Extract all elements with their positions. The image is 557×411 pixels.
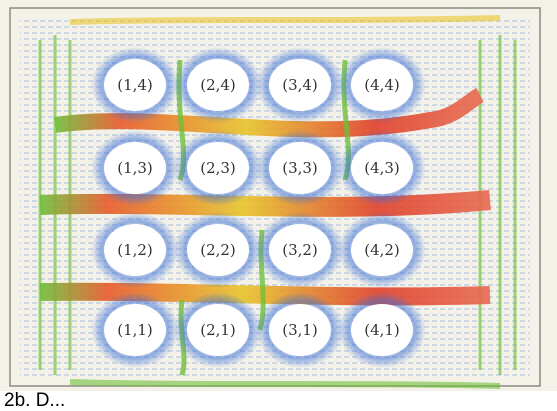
cell-label: (2,1) xyxy=(200,321,236,339)
cell-label: (2,3) xyxy=(200,159,236,177)
band-top xyxy=(69,15,501,25)
cell-label: (3,2) xyxy=(282,241,318,259)
cell-disk xyxy=(187,304,249,356)
cell-label: (4,3) xyxy=(364,159,400,177)
cell-disk xyxy=(351,304,413,356)
cell-disk xyxy=(269,304,331,356)
cell-label: (4,2) xyxy=(364,241,400,259)
cell-grid: (1,4) (2,4) (3,4) (4,4) (1,3) (2,3) (3,3) (4,3)… xyxy=(91,47,426,368)
cell-disk xyxy=(187,224,249,276)
cell-disk xyxy=(104,142,166,194)
cell-label: (3,4) xyxy=(282,76,318,94)
cell-label: (1,1) xyxy=(117,321,153,339)
band-middle-upper xyxy=(39,190,491,217)
cell-disk xyxy=(269,142,331,194)
cell-disk xyxy=(269,59,331,111)
cell-label: (3,1) xyxy=(282,321,318,339)
cell-label: (3,3) xyxy=(282,159,318,177)
cell-label: (4,4) xyxy=(364,76,400,94)
cell-label: (1,2) xyxy=(117,241,153,259)
cell-disk xyxy=(351,224,413,276)
band-middle-lower xyxy=(39,282,491,306)
band-bottom xyxy=(69,379,501,389)
cell-disk xyxy=(187,59,249,111)
cell-disk xyxy=(269,224,331,276)
cell-disk xyxy=(104,59,166,111)
cell-disk xyxy=(104,304,166,356)
cell-label: (2,4) xyxy=(200,76,236,94)
cell-label: (4,1) xyxy=(364,321,400,339)
cell-disk xyxy=(187,142,249,194)
cell-label: (1,3) xyxy=(117,159,153,177)
figure-caption: 2b. D... xyxy=(4,390,66,411)
cell-disk xyxy=(351,142,413,194)
cell-disk xyxy=(104,224,166,276)
cell-label: (2,2) xyxy=(200,241,236,259)
cell-disk xyxy=(351,59,413,111)
cell-label: (1,4) xyxy=(117,76,153,94)
